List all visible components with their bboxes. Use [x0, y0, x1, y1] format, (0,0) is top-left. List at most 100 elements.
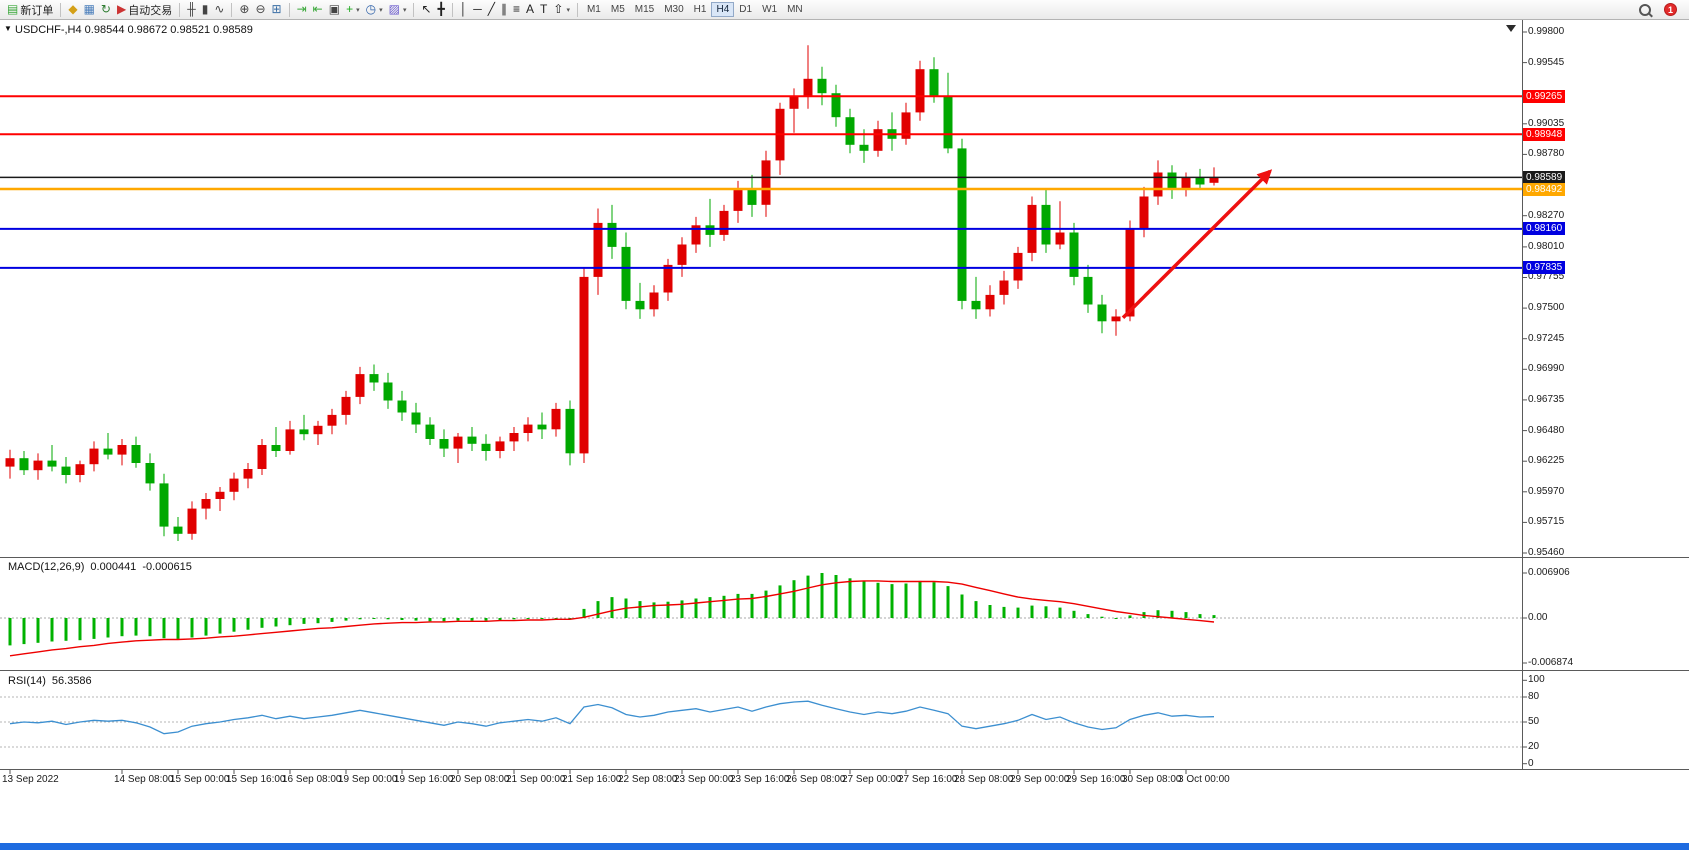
candle — [187, 508, 197, 534]
candle — [33, 460, 43, 471]
tile-windows-icon: ⊞ — [271, 2, 282, 16]
auto-scroll-button[interactable]: ⇥ — [294, 2, 310, 17]
toolbar-separator — [288, 2, 290, 17]
taskbar-strip — [0, 843, 1689, 850]
trend-arrow-object[interactable] — [1121, 169, 1273, 319]
chart-window[interactable]: ▼ USDCHF-,H4 0.98544 0.98672 0.98521 0.9… — [0, 20, 1689, 787]
periods-button[interactable]: ◷ ▾ — [363, 2, 386, 17]
candle — [901, 112, 911, 139]
zoom-in-icon: ⊕ — [239, 2, 250, 16]
charts-window-button[interactable]: ◆ — [65, 2, 80, 17]
zoom-in-button[interactable]: ⊕ — [236, 2, 252, 17]
candle — [621, 246, 631, 301]
zoom-out-button[interactable]: ⊖ — [252, 2, 268, 17]
candle — [75, 464, 85, 475]
candle — [761, 160, 771, 205]
price-tick-label: 0.96990 — [1528, 363, 1565, 374]
cursor-button[interactable]: ↖ — [418, 2, 434, 17]
channel-icon: ∥ — [501, 2, 507, 16]
time-axis-label: 29 Sep 00:00 — [1010, 774, 1070, 785]
auto-trading-button[interactable]: ▶ 自动交易 — [114, 1, 175, 19]
candle — [495, 441, 505, 451]
timeframe-w1-button[interactable]: W1 — [762, 4, 778, 15]
time-axis-label: 26 Sep 08:00 — [786, 774, 846, 785]
chart-canvas[interactable] — [0, 20, 1689, 787]
rsi-axis-label: 0 — [1528, 758, 1534, 769]
timeframe-m5-button[interactable]: M5 — [610, 4, 625, 15]
horizontal-line-icon: ─ — [473, 2, 482, 16]
candle — [845, 117, 855, 145]
channel-button[interactable]: ∥ — [498, 2, 510, 17]
chart-shift-button[interactable]: ⇤ — [310, 2, 326, 17]
candle — [5, 458, 15, 467]
trendline-button[interactable]: ╱ — [485, 2, 498, 17]
timeframe-m1-button[interactable]: M1 — [586, 4, 601, 15]
time-axis-label: 28 Sep 08:00 — [954, 774, 1014, 785]
candle — [1055, 232, 1065, 245]
profiles-button[interactable]: ▦ — [81, 2, 98, 17]
label-button[interactable]: T — [537, 2, 550, 17]
candle — [355, 374, 365, 397]
candle — [47, 460, 57, 467]
candle — [285, 429, 295, 451]
time-axis-label: 21 Sep 00:00 — [506, 774, 566, 785]
price-tick-label: 0.97755 — [1528, 271, 1565, 282]
timeframe-m30-button[interactable]: M30 — [664, 4, 684, 15]
indicators-button[interactable]: + ▾ — [343, 2, 363, 17]
chart-shift-icon: ⇤ — [312, 2, 323, 16]
crosshair-button[interactable]: ╋ — [435, 2, 448, 17]
new-order-button[interactable]: ▤ 新订单 — [4, 1, 56, 19]
price-tick-label: 0.95460 — [1528, 547, 1565, 558]
auto-trading-button-label: 自动交易 — [128, 4, 173, 17]
time-axis-label: 20 Sep 08:00 — [450, 774, 510, 785]
price-line-label: 0.98948 — [1523, 128, 1566, 141]
candlestick-chart-button[interactable]: ▮ — [199, 2, 212, 17]
vertical-line-button[interactable]: │ — [457, 2, 471, 17]
time-axis-label: 15 Sep 16:00 — [226, 774, 286, 785]
chart-menu-icon[interactable]: ▼ — [4, 24, 12, 33]
tile-windows-button[interactable]: ⊞ — [269, 2, 285, 17]
timeframe-d1-button[interactable]: D1 — [739, 4, 753, 15]
candlestick-chart-icon: ▮ — [201, 2, 209, 16]
text-icon: A — [526, 2, 535, 16]
line-chart-button[interactable]: ∿ — [211, 2, 227, 17]
templates-icon: ▨ — [388, 2, 400, 16]
timeframe-h1-button[interactable]: H1 — [693, 4, 707, 15]
new-chart-button[interactable]: ▣ — [326, 2, 343, 17]
rsi-label: RSI(14) — [8, 675, 46, 687]
price-line-label: 0.99265 — [1523, 90, 1566, 103]
bar-chart-icon: ╫ — [187, 2, 196, 16]
price-tick-label: 0.95715 — [1528, 516, 1565, 527]
candle — [677, 244, 687, 265]
trendline-icon: ╱ — [487, 2, 495, 16]
axis-ticks — [9, 31, 1527, 774]
timeframe-m15-button[interactable]: M15 — [634, 4, 655, 15]
candle — [817, 78, 827, 94]
notification-badge[interactable]: 1 — [1664, 3, 1677, 16]
chart-shift-marker[interactable] — [1506, 25, 1516, 32]
horizontal-line-button[interactable]: ─ — [470, 2, 485, 17]
zoom-out-icon: ⊖ — [255, 2, 266, 16]
profiles-icon: ▦ — [83, 2, 95, 16]
templates-button[interactable]: ▨ ▾ — [386, 2, 410, 17]
search-button[interactable] — [1636, 3, 1654, 17]
timeframe-h4-button[interactable]: H4 — [711, 2, 735, 17]
candle — [873, 129, 883, 151]
candle — [453, 436, 463, 449]
bar-chart-button[interactable]: ╫ — [184, 2, 199, 17]
timeframe-mn-button[interactable]: MN — [787, 4, 803, 15]
candle — [1195, 177, 1205, 185]
candle — [215, 491, 225, 499]
price-tick-label: 0.96225 — [1528, 455, 1565, 466]
status-area — [0, 787, 1689, 843]
fibonacci-button[interactable]: ≡ — [510, 2, 523, 17]
label-icon: T — [540, 2, 548, 16]
candle — [551, 408, 561, 430]
macd-axis-label: 0.006906 — [1528, 567, 1570, 578]
candle — [397, 400, 407, 413]
arrows-button[interactable]: ⇧ ▾ — [550, 2, 573, 17]
candle — [19, 458, 29, 471]
text-button[interactable]: A — [523, 2, 537, 17]
refresh-button[interactable]: ↻ — [98, 2, 114, 17]
macd-histogram — [8, 573, 1216, 646]
